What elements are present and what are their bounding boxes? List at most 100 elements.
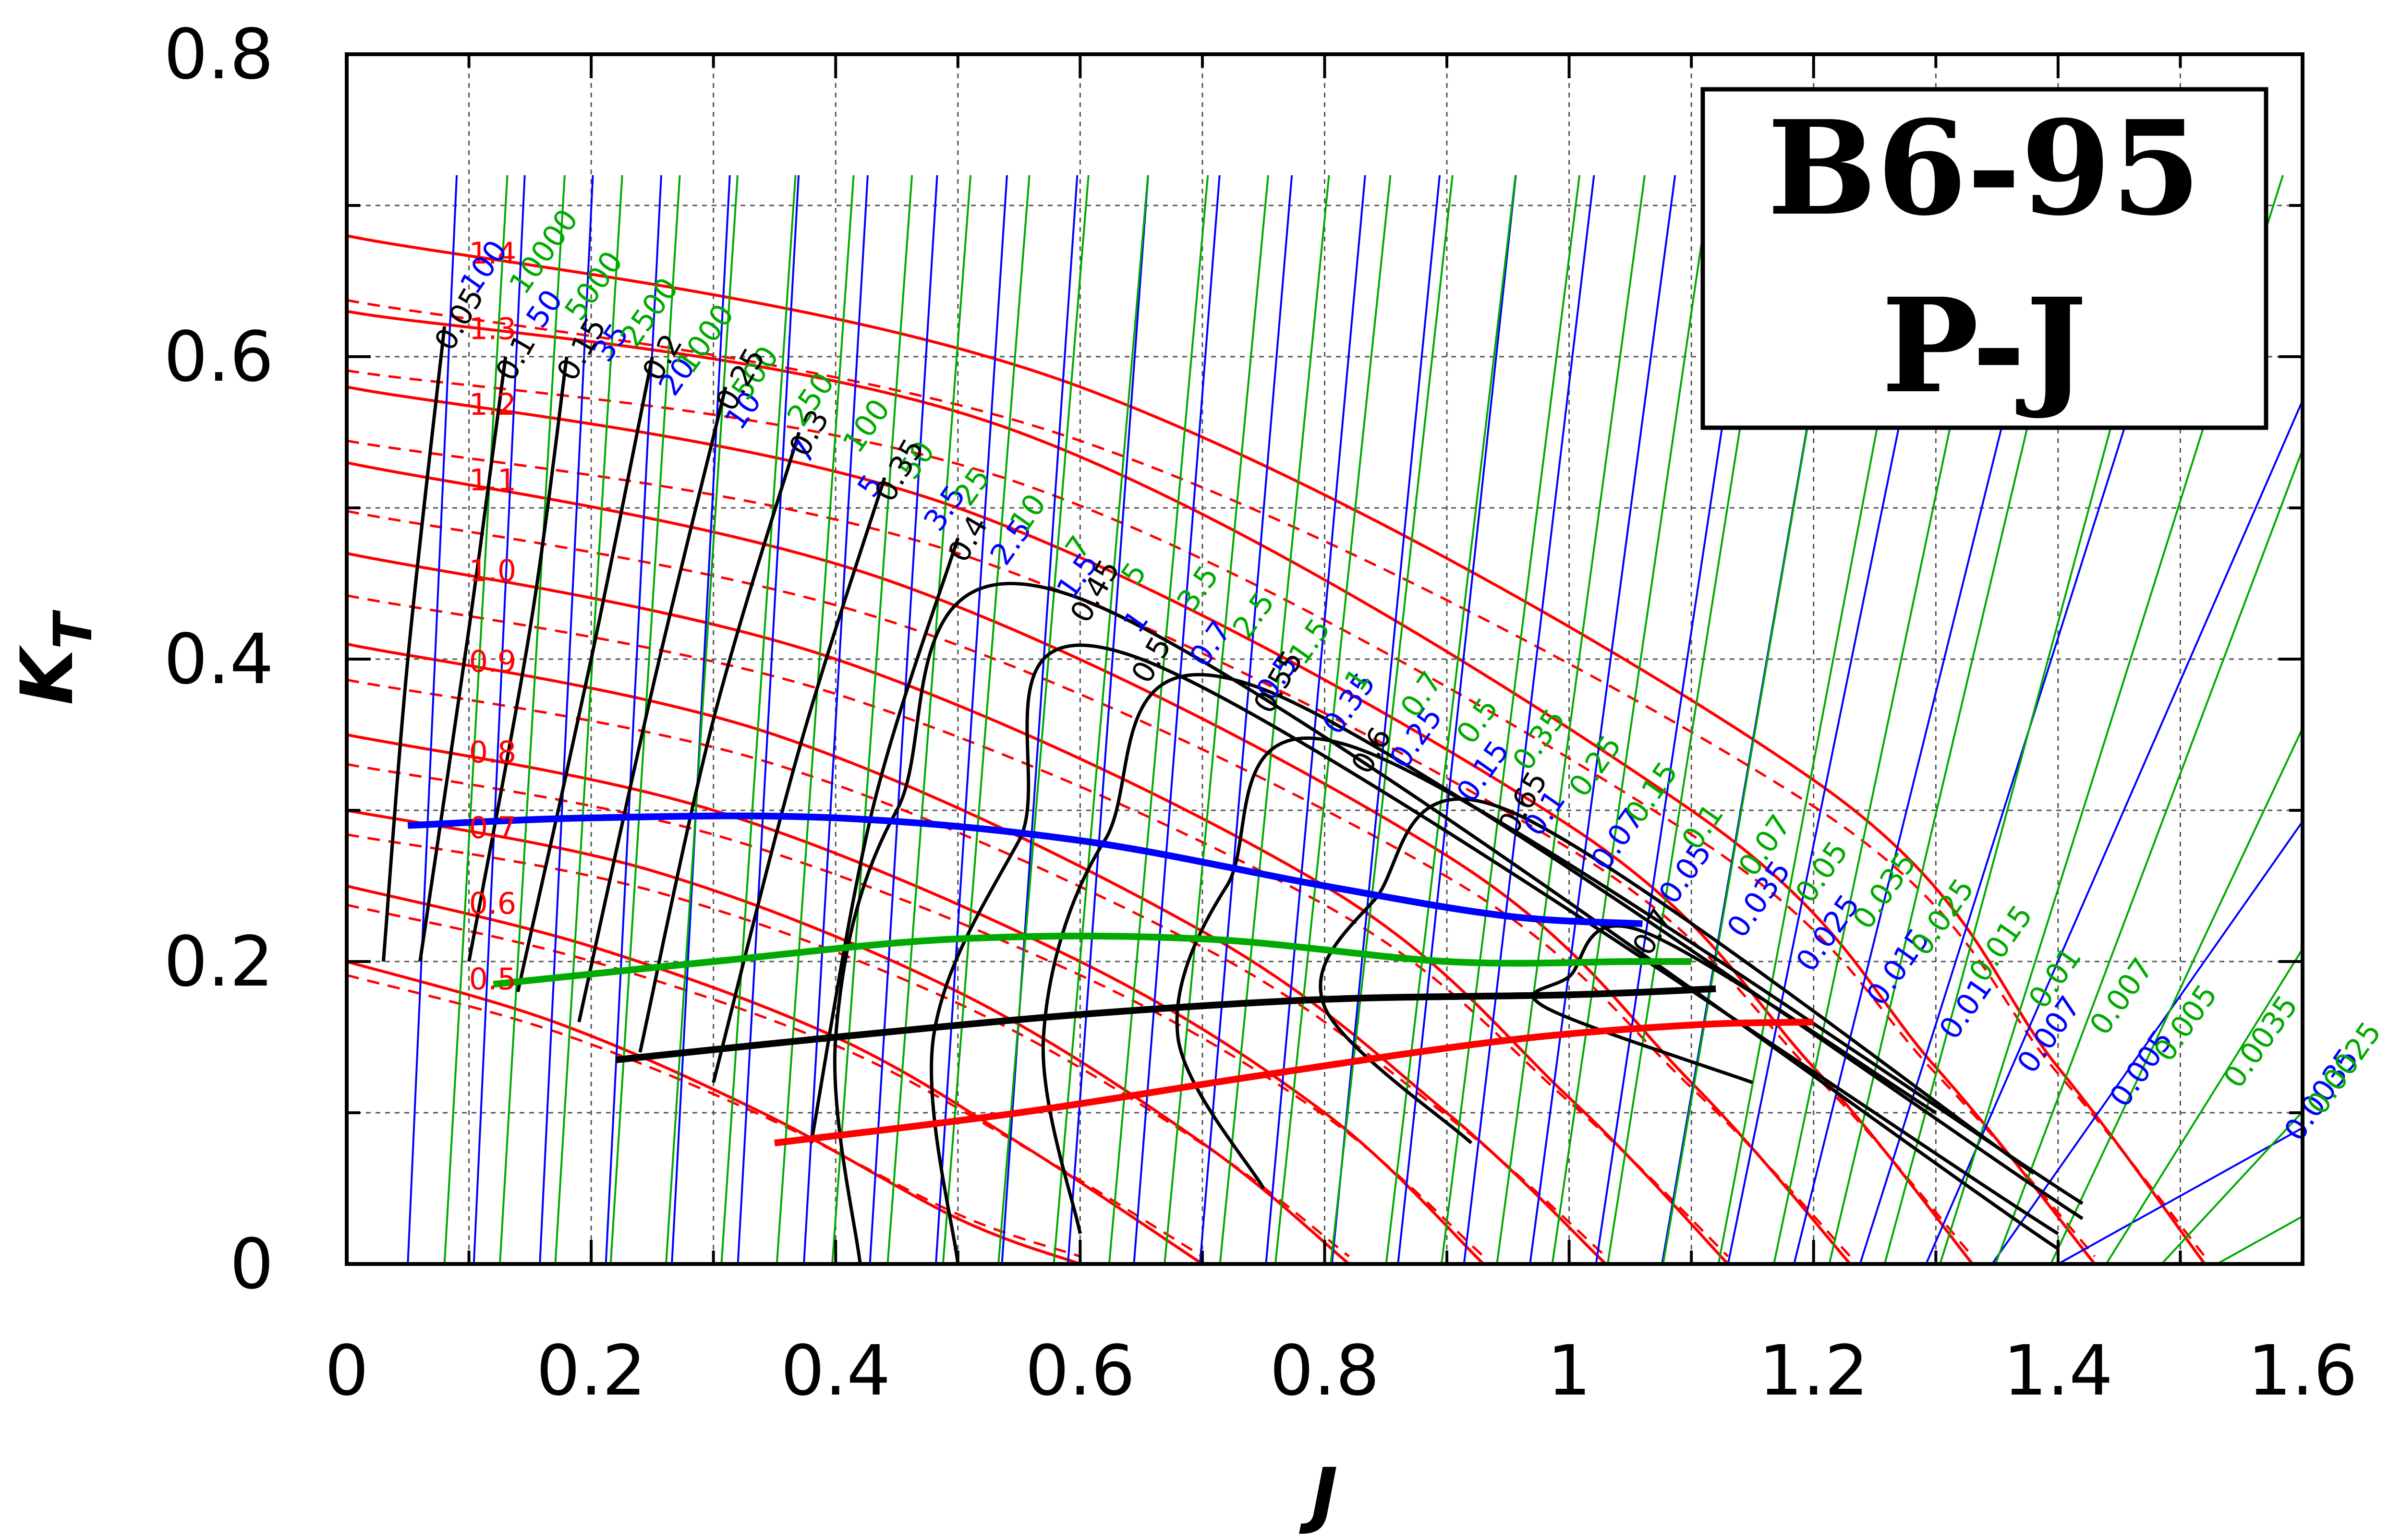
pitch-ratio-curve-dashed bbox=[347, 369, 2096, 1257]
pitch-ratio-label: 1.1 bbox=[469, 462, 517, 497]
delta-curve bbox=[997, 175, 1090, 1264]
efficiency-contour bbox=[418, 356, 508, 962]
pitch-ratio-curve bbox=[347, 733, 1485, 1264]
x-tick-label: 0.8 bbox=[1270, 1330, 1380, 1411]
efficiency-contour bbox=[833, 582, 2059, 1264]
pitch-ratio-curve bbox=[347, 310, 2096, 1264]
optimum-line bbox=[615, 985, 1716, 1063]
bp-curve bbox=[1925, 398, 2303, 1264]
delta-curve bbox=[554, 175, 623, 1264]
pitch-ratio-curve-dashed bbox=[347, 439, 1974, 1257]
efficiency-contour bbox=[1531, 924, 1937, 1114]
y-tick-label: 0.4 bbox=[164, 619, 274, 699]
title-line-2: P-J bbox=[1881, 269, 2087, 422]
svg-text:KT: KT bbox=[6, 609, 104, 705]
y-tick-label: 0.2 bbox=[164, 921, 274, 1002]
bp-curve bbox=[473, 175, 526, 1264]
bp-curve bbox=[1331, 175, 1441, 1264]
pitch-ratio-label: 0.5 bbox=[469, 962, 517, 997]
x-axis-title: J bbox=[1299, 1453, 1338, 1537]
delta-curve bbox=[886, 175, 972, 1264]
bp-curve bbox=[1001, 175, 1079, 1264]
y-axis-title-subscript: T bbox=[42, 609, 104, 649]
delta-curve bbox=[498, 175, 566, 1264]
delta-curve bbox=[443, 175, 509, 1264]
delta-curve bbox=[1994, 446, 2303, 1264]
delta-curve bbox=[1330, 175, 1454, 1264]
optimum-line bbox=[408, 812, 1643, 927]
y-tick-label: 0.6 bbox=[164, 316, 274, 397]
delta-curve bbox=[1496, 175, 1646, 1264]
x-tick-label: 1.4 bbox=[2003, 1330, 2113, 1411]
efficiency-contour bbox=[809, 537, 960, 1143]
pitch-ratio-label: 1.0 bbox=[469, 553, 517, 588]
pitch-ratio-curve-dashed bbox=[347, 903, 1203, 1258]
delta-curve bbox=[942, 175, 1031, 1264]
y-tick-label: 0 bbox=[230, 1224, 274, 1304]
efficiency-contour bbox=[712, 477, 886, 1083]
delta-label: 0.0035 bbox=[2216, 989, 2304, 1095]
pitch-ratio-label: 1.4 bbox=[469, 236, 517, 271]
title-box: B6-95 P-J bbox=[1700, 87, 2268, 430]
efficiency-contour bbox=[577, 386, 728, 1023]
delta-label: 100 bbox=[836, 393, 897, 459]
optimum-line bbox=[493, 932, 1692, 988]
tick-labels: 0 0.2 0.4 0.6 0.8 1 1.2 1.4 1.6 0 0.2 0.4 0.6 0.8 bbox=[164, 14, 2358, 1411]
delta-curve bbox=[609, 175, 681, 1264]
efficiency-contour bbox=[516, 356, 654, 992]
x-tick-label: 1.6 bbox=[2247, 1330, 2357, 1411]
bp-curve bbox=[737, 175, 800, 1264]
bp-curve bbox=[407, 175, 458, 1264]
title-line-1: B6-95 bbox=[1767, 92, 2201, 244]
efficiency-contour bbox=[381, 326, 447, 962]
x-tick-label: 1 bbox=[1547, 1330, 1591, 1411]
title-box-frame bbox=[1700, 87, 2268, 430]
pitch-ratio-curve bbox=[347, 552, 1729, 1264]
y-tick-label: 0.8 bbox=[164, 14, 274, 95]
pitch-ratio-curve bbox=[347, 960, 1081, 1264]
delta-label: 0.0025 bbox=[2300, 1015, 2388, 1121]
delta-curve bbox=[1385, 175, 1517, 1264]
y-axis-title-main: K bbox=[6, 645, 89, 705]
bp-curve bbox=[803, 175, 869, 1264]
efficiency-contour bbox=[930, 643, 2059, 1264]
bp-curve bbox=[1265, 175, 1366, 1264]
delta-label: 0.35 bbox=[1505, 702, 1572, 777]
efficiency-contour bbox=[467, 356, 569, 962]
axis-ticks bbox=[347, 54, 2303, 1264]
pitch-ratio-curve-dashed bbox=[347, 510, 1851, 1258]
efficiency-contour bbox=[1175, 736, 2084, 1205]
pitch-ratio-curve-dashed bbox=[347, 678, 1607, 1258]
bp-curve bbox=[539, 175, 594, 1264]
x-tick-label: 0 bbox=[325, 1330, 369, 1411]
optimum-line bbox=[774, 1019, 1814, 1146]
pitch-ratio-curve bbox=[347, 461, 1852, 1264]
x-tick-label: 0.6 bbox=[1025, 1330, 1135, 1411]
delta-label: 5000 bbox=[558, 245, 630, 327]
delta-curve bbox=[720, 175, 797, 1264]
delta-curve bbox=[1164, 175, 1269, 1264]
delta-curve bbox=[776, 175, 855, 1264]
delta-label: 0.015 bbox=[1962, 899, 2040, 988]
pitch-ratio-curve-dashed bbox=[347, 594, 1729, 1258]
bp-curve bbox=[934, 175, 1008, 1264]
efficiency-contour bbox=[638, 432, 801, 1053]
pitch-ratio-curve-dashed bbox=[347, 974, 1081, 1258]
delta-label: 3.5 bbox=[1170, 559, 1225, 618]
bp-curve bbox=[1397, 175, 1517, 1264]
bp-curve bbox=[1067, 175, 1149, 1264]
pitch-ratio-label: 1.3 bbox=[469, 311, 517, 346]
delta-label: 0.25 bbox=[1562, 729, 1628, 803]
delta-curve bbox=[1440, 175, 1581, 1264]
delta-curve bbox=[1551, 175, 1712, 1264]
x-tick-label: 0.2 bbox=[536, 1330, 646, 1411]
plot-curves bbox=[347, 175, 2303, 1264]
efficiency-contour bbox=[1319, 797, 2035, 1175]
bp-curve bbox=[869, 175, 938, 1264]
y-axis-title: KT bbox=[6, 609, 104, 705]
pitch-ratio-curve-dashed bbox=[347, 833, 1350, 1258]
x-tick-label: 1.2 bbox=[1758, 1330, 1868, 1411]
pitch-ratio-label: 0.7 bbox=[469, 810, 517, 845]
bp-curve bbox=[1990, 819, 2303, 1264]
bp-curve bbox=[605, 175, 662, 1264]
